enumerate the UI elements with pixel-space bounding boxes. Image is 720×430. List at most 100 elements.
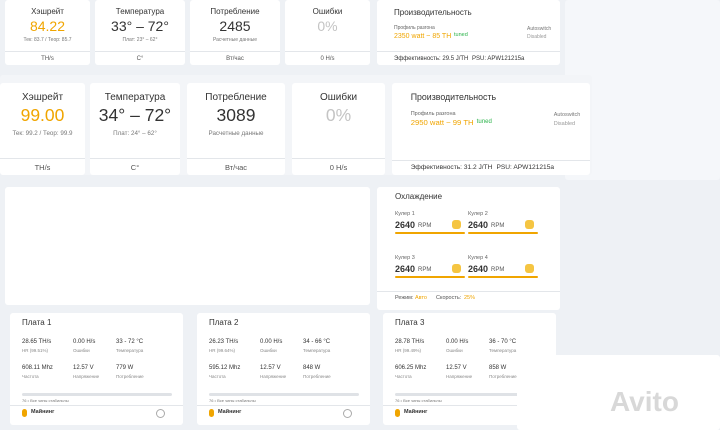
board-stat-label: Напряжение [446,374,473,379]
speed-label: Скорость: [436,295,462,301]
card-value: 2485 [219,18,251,34]
perf-title: Производительность [394,8,472,17]
divider [90,157,180,159]
board-stat-value: 33 - 72 °C [116,339,144,345]
board-stat-label: Температура [303,348,331,353]
card-subtext: Расчетные данные [212,37,258,43]
board-card [10,313,183,425]
performance-card [377,0,560,65]
fan-unit: RPM [491,267,505,273]
card-subtext: Тек: 99.2 / Теор: 99.9 [12,129,73,137]
board-card [197,313,370,425]
info-icon [343,409,352,418]
chip-bar [22,393,172,396]
board-status: Майнинг [31,409,55,415]
stat-card [90,83,180,175]
stat-card [292,83,385,175]
speed-value: 25% [464,295,476,301]
chips-status: 76 • Все чипы стабильны [209,398,256,403]
chip-bar [395,393,545,396]
fan-unit: RPM [418,223,432,229]
board-stat-label: Напряжение [260,374,287,379]
board-stat-value: 12.57 V [446,365,467,371]
card-unit: 0 H/s [320,56,335,62]
board-stat-value: 608.11 Mhz [22,365,53,371]
divider [95,51,185,52]
divider [5,51,90,52]
fan-name: Кулер 3 [395,255,415,261]
divider [0,157,85,159]
card-title: Ошибки [312,7,343,16]
fan-rpm: 2640 [395,264,416,274]
board-stat-label: Напряжение [73,374,100,379]
fan-unit: RPM [491,223,505,229]
stat-card [0,83,85,175]
perf-title: Производительность [410,91,497,102]
card-unit: C° [136,56,144,62]
mining-icon [22,409,27,417]
card-value: 3089 [216,104,256,125]
autoswitch-label: Autoswitch [527,26,552,32]
profile-label: Профиль разгона [410,110,456,117]
stat-card [5,0,90,65]
board-stat-label: Температура [116,348,144,353]
tuned-badge: tuned [476,119,492,126]
tuned-badge: tuned [454,32,468,38]
profile-value: 2950 watt ~ 99 TH [410,118,474,128]
card-unit: TH/s [34,162,51,172]
board-stat-label: HR (99.51%) [22,348,49,353]
board-stat-value: 848 W [303,365,321,371]
autoswitch-state: Disabled [527,34,547,40]
fan-bar [468,232,538,234]
board-stat-value: 858 W [489,365,507,371]
fan-bar [468,276,538,278]
fan-rpm: 2640 [395,220,416,230]
fan-rpm: 2640 [468,220,489,230]
board-stat-label: Потребление [303,374,331,379]
board-stat-label: HR (99.49%) [395,348,422,353]
board-stat-value: 779 W [116,365,134,371]
chip-bar [209,393,359,396]
board-stat-value: 36 - 70 °C [489,339,517,345]
overlay-panel [517,355,720,430]
board-stat-value: 12.57 V [260,365,281,371]
board-status: Майнинг [404,409,428,415]
divider [392,159,590,161]
mode-value: Авто [415,295,427,301]
cooling-card [377,187,560,310]
card-subtext: Плат: 23° – 62° [122,37,158,43]
card-subtext: Плат: 24° – 62° [113,129,157,137]
card-value: 84.22 [29,18,66,34]
card-value: 0% [317,18,338,34]
board-stat-label: Ошибки [446,348,463,353]
card-unit: TH/s [41,56,54,62]
board-stat-value: 34 - 66 °C [303,339,331,345]
chips-status: 76 • Все чипы стабильны [395,398,442,403]
fan-icon [452,264,461,273]
board-stat-value: 12.57 V [73,365,94,371]
divider [383,405,556,406]
board-stat-value: 28.78 TH/s [395,339,425,345]
empty-panel [5,187,370,305]
card-value: 99.00 [20,104,65,125]
mining-icon [209,409,214,417]
board-stat-value: 0.00 H/s [73,339,96,345]
card-title: Температура [115,7,165,16]
card-subtext: Тек: 83.7 / Теор: 85.7 [23,37,72,43]
card-unit: C° [130,162,140,172]
board-title: Плата 3 [395,318,425,327]
profile-value: 2350 watt ~ 85 TH [394,33,452,40]
board-status: Майнинг [218,409,242,415]
fan-icon [452,220,461,229]
fan-name: Кулер 2 [468,211,488,217]
card-subtext: Расчетные данные [208,129,264,137]
psu: PSU: APW121215a [472,56,525,62]
fan-name: Кулер 4 [468,255,488,261]
board-stat-label: Ошибки [260,348,277,353]
board-stat-value: 606.25 Mhz [395,365,427,371]
divider [187,157,285,159]
stat-card [95,0,185,65]
fan-icon [525,220,534,229]
psu: PSU: APW121215a [496,164,555,172]
board-stat-label: Потребление [489,374,517,379]
